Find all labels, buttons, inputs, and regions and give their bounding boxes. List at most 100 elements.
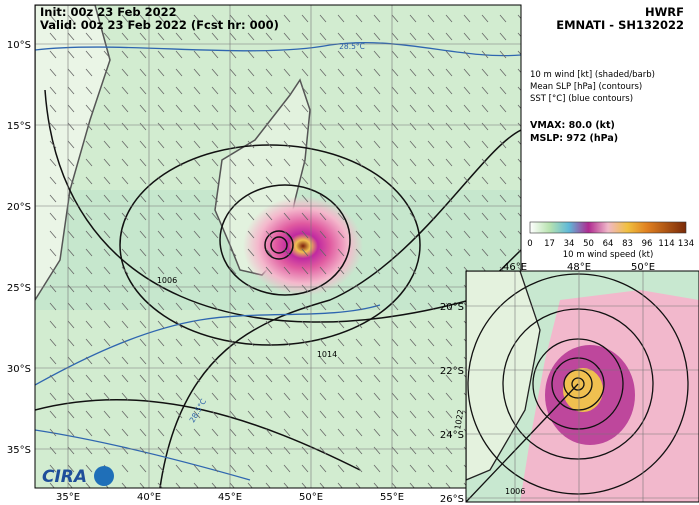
barb: [157, 284, 165, 293]
barb: [355, 212, 363, 221]
barb: [139, 86, 147, 95]
valid-time: Valid: 00z 23 Feb 2022 (Fcst hr: 000): [40, 18, 279, 32]
barb: [463, 122, 471, 131]
barb: [157, 302, 165, 311]
colorbar: [529, 221, 687, 234]
barb: [157, 428, 165, 437]
barb: [283, 248, 291, 257]
barb: [247, 320, 255, 329]
barb: [193, 230, 201, 239]
barb: [463, 212, 471, 221]
barb: [211, 302, 219, 311]
barb: [67, 464, 75, 473]
barb: [463, 32, 471, 41]
barb: [283, 356, 291, 365]
barb: [175, 392, 183, 401]
barb: [463, 104, 471, 113]
barb: [211, 374, 219, 383]
barb: [427, 284, 435, 293]
barb: [499, 158, 507, 167]
barb: [391, 122, 399, 131]
barb: [121, 464, 129, 473]
barb: [283, 464, 291, 473]
barb: [85, 176, 93, 185]
barb: [175, 68, 183, 77]
barb: [373, 266, 381, 275]
barb: [49, 284, 57, 293]
barb: [175, 338, 183, 347]
barb: [481, 14, 489, 23]
barb: [103, 194, 111, 203]
barb: [427, 122, 435, 131]
barb: [265, 410, 273, 419]
colorbar-tick: 34: [564, 239, 575, 249]
barb: [427, 482, 433, 488]
main-map: [35, 5, 521, 488]
barb: [229, 212, 237, 221]
barb: [373, 104, 381, 113]
barb: [481, 194, 489, 203]
barb: [427, 320, 435, 329]
barb: [103, 320, 111, 329]
barb: [337, 410, 345, 419]
barb: [49, 140, 57, 149]
barb: [391, 68, 399, 77]
barb: [85, 68, 93, 77]
barb: [319, 428, 327, 437]
barb: [283, 230, 291, 239]
barb: [103, 86, 111, 95]
barb: [49, 338, 57, 347]
barb: [247, 158, 255, 167]
barb: [445, 356, 453, 365]
barb: [139, 68, 147, 77]
barb: [157, 392, 165, 401]
barb: [193, 392, 201, 401]
barb: [193, 338, 201, 347]
barb: [265, 320, 273, 329]
barb: [247, 464, 255, 473]
barb: [481, 212, 489, 221]
barb: [265, 14, 273, 23]
barb: [157, 104, 165, 113]
barb: [319, 104, 327, 113]
barb: [85, 248, 93, 257]
barb: [265, 158, 273, 167]
barb: [481, 248, 489, 257]
barb: [175, 50, 183, 59]
barb: [247, 428, 255, 437]
barb: [373, 140, 381, 149]
barb: [337, 446, 345, 455]
barb: [301, 446, 309, 455]
barb: [409, 428, 417, 437]
colorbar-tick: 17: [544, 239, 555, 249]
barb: [517, 248, 521, 254]
barb: [229, 68, 237, 77]
barb: [103, 338, 111, 347]
barb: [139, 158, 147, 167]
barb: [193, 122, 201, 131]
barb: [445, 482, 451, 488]
barb: [193, 194, 201, 203]
barb: [85, 104, 93, 113]
barb: [157, 50, 165, 59]
barb: [67, 392, 75, 401]
lon-label: 35°E: [56, 492, 80, 503]
barb: [247, 410, 255, 419]
barb: [517, 50, 521, 56]
barb: [517, 104, 521, 110]
barb: [139, 284, 147, 293]
barb: [175, 14, 183, 23]
barb: [427, 68, 435, 77]
barb: [481, 50, 489, 59]
barb: [211, 158, 219, 167]
barb: [517, 158, 521, 164]
barb: [337, 266, 345, 275]
barb: [445, 158, 453, 167]
barb: [499, 14, 507, 23]
barb: [157, 482, 163, 488]
barb: [121, 482, 127, 488]
barb: [193, 446, 201, 455]
barb: [391, 86, 399, 95]
barb: [49, 482, 55, 488]
barb: [193, 248, 201, 257]
